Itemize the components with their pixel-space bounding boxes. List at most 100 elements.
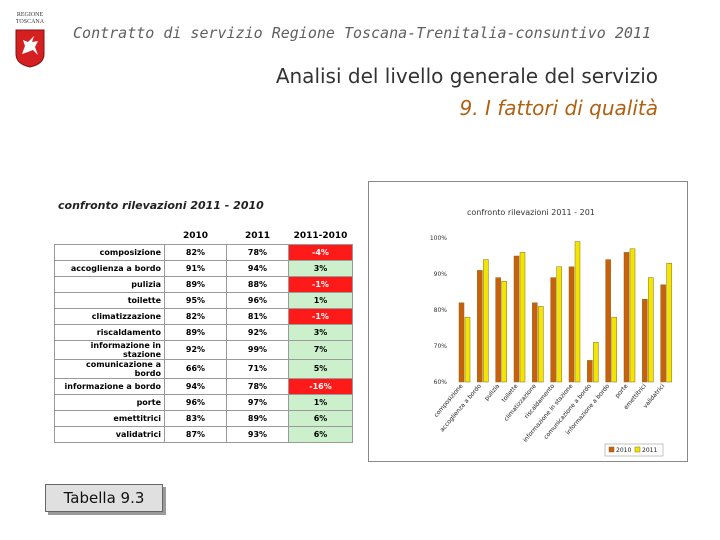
table-label-box: Tabella 9.3 <box>45 484 163 512</box>
value-2010-cell: 94% <box>164 377 227 395</box>
bar-2010 <box>605 259 611 383</box>
difference-cell: 3% <box>288 323 353 341</box>
page-title: Analisi del livello generale del servizi… <box>275 64 658 88</box>
bar-2011 <box>501 280 507 383</box>
difference-cell: 3% <box>288 259 353 277</box>
table-row: climatizzazione 82% 81% -1% <box>54 307 353 325</box>
y-tick-label: 60% <box>434 379 448 386</box>
value-2011-cell: 96% <box>226 291 289 309</box>
bar-2011 <box>556 266 562 383</box>
value-2010-cell: 87% <box>164 425 227 443</box>
value-2011-cell: 89% <box>226 409 289 427</box>
value-2011-cell: 92% <box>226 323 289 341</box>
bar-2010 <box>495 277 501 383</box>
value-2010-cell: 96% <box>164 393 227 411</box>
pegasus-shield-icon <box>15 29 45 68</box>
value-2010-cell: 82% <box>164 307 227 325</box>
bar-2010 <box>513 255 520 383</box>
row-label: informazione in stazione <box>54 339 165 360</box>
value-2010-cell: 66% <box>164 358 227 379</box>
value-2010-cell: 89% <box>164 275 227 293</box>
x-tick-label: pulizia <box>483 383 501 403</box>
value-2011-cell: 99% <box>226 339 289 360</box>
legend-swatch <box>608 446 615 453</box>
bar-2010 <box>550 277 556 383</box>
column-header: 2010 <box>164 228 227 244</box>
legend-swatch <box>634 446 641 453</box>
difference-cell: 1% <box>288 393 353 411</box>
table-row: accoglienza a bordo 91% 94% 3% <box>54 259 353 277</box>
y-tick-label: 80% <box>434 307 448 314</box>
logo-text: REGIONE TOSCANA <box>15 12 45 25</box>
table-row: toilette 95% 96% 1% <box>54 291 353 309</box>
chart-svg: confronto rilevazioni 2011 - 201 60% 70% 80… <box>430 208 672 457</box>
row-label: pulizia <box>54 275 165 293</box>
table-caption: confronto rilevazioni 2011 - 2010 <box>58 199 264 212</box>
y-tick-label: 70% <box>434 343 448 350</box>
bar-2011 <box>538 306 544 383</box>
bar-2010 <box>458 302 465 383</box>
value-2010-cell: 91% <box>164 259 227 277</box>
bar-2011 <box>519 252 526 383</box>
value-2010-cell: 83% <box>164 409 227 427</box>
value-2011-cell: 97% <box>226 393 289 411</box>
row-label: climatizzazione <box>54 307 165 325</box>
value-2010-cell: 92% <box>164 339 227 360</box>
bar-2010 <box>587 360 593 383</box>
legend-label: 2010 <box>616 447 631 454</box>
value-2011-cell: 78% <box>226 377 289 395</box>
value-2011-cell: 78% <box>226 243 289 261</box>
y-tick-label: 90% <box>434 271 448 278</box>
value-2011-cell: 94% <box>226 259 289 277</box>
difference-cell: 6% <box>288 425 353 443</box>
section-title: 9. I fattori di qualità <box>459 96 659 120</box>
difference-cell: 7% <box>288 339 353 360</box>
bar-2011 <box>464 316 471 383</box>
column-header <box>54 228 165 244</box>
table-header-row: 2010 2011 2011-2010 <box>54 228 353 244</box>
regione-toscana-logo: REGIONE TOSCANA <box>10 12 50 70</box>
comparison-chart: confronto rilevazioni 2011 - 201 60% 70% 80… <box>368 181 688 462</box>
value-2010-cell: 95% <box>164 291 227 309</box>
bar-2011 <box>611 316 617 383</box>
difference-cell: -4% <box>288 243 353 261</box>
bar-2011 <box>666 262 672 383</box>
table-row: riscaldamento 89% 92% 3% <box>54 323 353 341</box>
column-header: 2011 <box>226 228 289 244</box>
header-subtitle: Contratto di servizio Regione Toscana-Tr… <box>73 24 651 42</box>
row-label: riscaldamento <box>54 323 165 341</box>
row-label: comunicazione a bordo <box>54 358 165 379</box>
difference-cell: 6% <box>288 409 353 427</box>
table-row: composizione 82% 78% -4% <box>54 243 353 261</box>
table-row: emettitrici 83% 89% 6% <box>54 409 353 427</box>
row-label: accoglienza a bordo <box>54 259 165 277</box>
chart-title: confronto rilevazioni 2011 - 201 <box>467 208 595 217</box>
value-2011-cell: 71% <box>226 358 289 379</box>
comparison-table: 2010 2011 2011-2010 composizione 82% 78% -4… <box>54 228 353 443</box>
legend-box <box>604 443 664 457</box>
row-label: emettitrici <box>54 409 165 427</box>
table-row: pulizia 89% 88% -1% <box>54 275 353 293</box>
difference-cell: 1% <box>288 291 353 309</box>
table-row: comunicazione a bordo 66% 71% 5% <box>54 358 353 379</box>
value-2010-cell: 82% <box>164 243 227 261</box>
bar-2011 <box>574 241 581 383</box>
row-label: toilette <box>54 291 165 309</box>
bar-2011 <box>593 342 599 383</box>
table-row: informazione in stazione 92% 99% 7% <box>54 339 353 360</box>
table-row: porte 96% 97% 1% <box>54 393 353 411</box>
legend-label: 2011 <box>642 447 657 454</box>
table-row: informazione a bordo 94% 78% -16% <box>54 377 353 395</box>
bar-2010 <box>568 266 575 383</box>
bar-2010 <box>477 270 483 383</box>
x-tick-label: porte <box>614 383 630 400</box>
column-header: 2011-2010 <box>288 228 353 244</box>
value-2010-cell: 89% <box>164 323 227 341</box>
bar-2011 <box>629 248 636 383</box>
bar-2010 <box>532 302 538 383</box>
bar-2010 <box>623 252 630 383</box>
difference-cell: 5% <box>288 358 353 379</box>
difference-cell: -1% <box>288 307 353 325</box>
row-label: validatrici <box>54 425 165 443</box>
bar-2010 <box>660 284 666 383</box>
